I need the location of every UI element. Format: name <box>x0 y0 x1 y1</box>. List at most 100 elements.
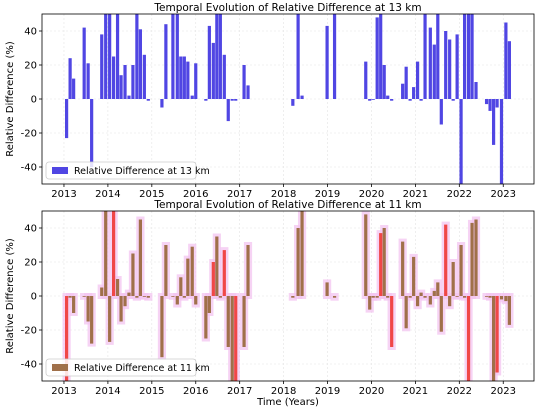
y-tick-label: 20 <box>24 61 37 72</box>
bar <box>375 296 379 298</box>
bar <box>100 287 104 296</box>
bar <box>72 296 76 313</box>
bar <box>470 14 474 99</box>
bar <box>108 14 112 99</box>
legend: Relative Difference at 13 km <box>45 161 210 180</box>
x-tick-label: 2018 <box>271 189 296 200</box>
bar <box>246 85 250 99</box>
bar <box>90 99 94 167</box>
bar <box>375 17 379 99</box>
bar <box>379 233 383 296</box>
y-tick-label: -20 <box>21 129 37 140</box>
bar <box>135 14 139 99</box>
bar <box>462 14 467 99</box>
bar <box>86 296 90 322</box>
bar <box>160 99 164 108</box>
y-axis-label: Relative Difference (%) <box>5 41 16 157</box>
bar <box>404 296 408 329</box>
bar <box>474 82 478 99</box>
bar <box>112 56 116 99</box>
y-tick-label: 20 <box>24 258 37 269</box>
bar <box>100 34 104 99</box>
bar <box>226 99 230 122</box>
grid-lines <box>42 14 534 184</box>
bar <box>215 236 219 296</box>
bar <box>104 211 108 296</box>
bar <box>175 14 179 99</box>
bar <box>507 41 511 99</box>
bar <box>179 277 183 296</box>
bar <box>439 99 443 125</box>
bar <box>164 245 168 296</box>
x-tick-label: 2023 <box>491 189 516 200</box>
bar <box>386 296 390 298</box>
bar <box>371 99 375 100</box>
bar <box>484 99 489 105</box>
bar <box>171 14 175 99</box>
bar <box>379 14 383 99</box>
bar <box>123 296 127 307</box>
legend-box <box>45 358 197 377</box>
x-tick-label: 2021 <box>403 386 428 397</box>
bar <box>138 29 142 99</box>
bar <box>246 245 250 296</box>
bar <box>234 296 238 381</box>
x-tick-label: 2021 <box>403 189 428 200</box>
bar <box>108 296 112 342</box>
bar <box>222 54 226 99</box>
bar <box>495 296 499 373</box>
bar <box>222 250 226 296</box>
bar <box>300 95 304 99</box>
bar <box>404 66 408 99</box>
chart-title: Temporal Evolution of Relative Differenc… <box>153 2 421 14</box>
bar <box>242 296 246 347</box>
bar <box>488 296 492 298</box>
bar <box>65 99 69 139</box>
bar <box>215 14 219 99</box>
bar <box>439 296 443 332</box>
bar <box>448 39 452 99</box>
bar <box>119 75 123 99</box>
bar <box>82 296 86 297</box>
y-tick-label: 0 <box>31 292 37 303</box>
bar <box>127 95 131 99</box>
bar <box>204 99 208 101</box>
bar <box>291 296 295 298</box>
bar <box>448 296 452 307</box>
bar <box>112 211 116 296</box>
bar <box>495 99 499 108</box>
x-tick-label: 2018 <box>271 386 296 397</box>
bar <box>90 296 94 344</box>
bar <box>68 58 72 99</box>
bar <box>296 14 300 99</box>
bar <box>499 296 504 300</box>
bar <box>451 262 455 296</box>
bar <box>230 99 234 101</box>
x-tick-label: 2017 <box>227 189 252 200</box>
bar <box>104 14 108 99</box>
bar <box>444 224 448 296</box>
x-tick-label: 2013 <box>51 189 76 200</box>
y-tick-label: 40 <box>24 224 37 235</box>
bar <box>86 63 90 99</box>
bar <box>190 95 194 99</box>
bar <box>455 296 459 297</box>
bar <box>419 99 423 101</box>
bar <box>211 42 215 99</box>
bar <box>182 296 186 298</box>
bar <box>455 34 459 99</box>
bar <box>204 296 208 339</box>
axis-ticks: 2013 2014 2015 2016 2017 2018 2019 2020 2021 2022… <box>21 224 516 398</box>
bar <box>146 99 150 101</box>
bar <box>332 14 337 99</box>
bar <box>131 65 135 99</box>
bar <box>119 296 123 322</box>
bar <box>171 296 175 297</box>
bar <box>382 65 386 99</box>
bar <box>390 99 394 101</box>
bar <box>428 27 432 100</box>
bar <box>484 296 489 297</box>
bar <box>504 296 508 302</box>
bar <box>401 83 405 99</box>
bar <box>115 279 120 296</box>
